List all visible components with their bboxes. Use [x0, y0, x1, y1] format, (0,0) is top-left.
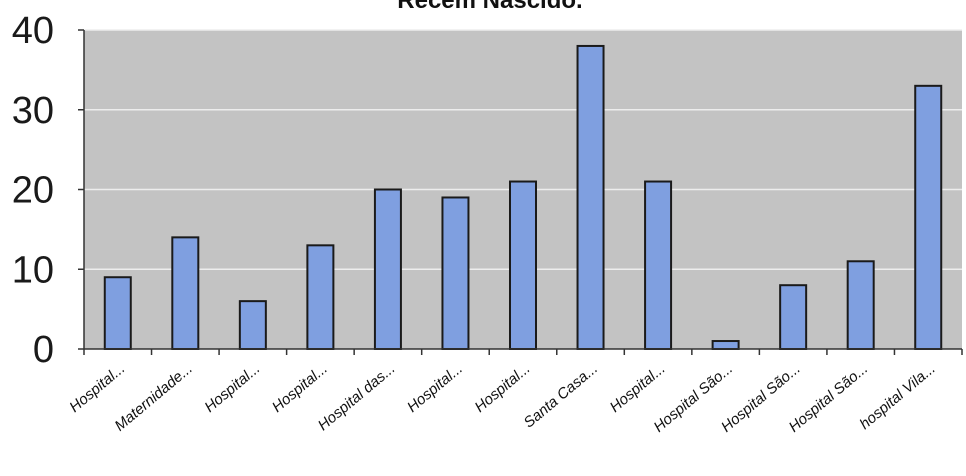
x-tick-label: Hospital...: [472, 360, 534, 416]
y-tick-label: 0: [33, 329, 54, 371]
y-tick-label: 30: [12, 90, 54, 132]
bar: [238, 300, 267, 350]
x-tick-label: Hospital...: [607, 360, 669, 416]
bar: [914, 84, 943, 350]
bar: [306, 244, 335, 350]
x-tick-label: Hospital...: [66, 360, 128, 416]
bar: [576, 44, 605, 350]
y-tick-label: 10: [12, 249, 54, 291]
chart-title: Recém Nascido.: [397, 0, 582, 14]
bar: [509, 180, 537, 350]
x-tick-label: Santa Casa...: [521, 360, 602, 431]
bar: [846, 260, 875, 350]
x-tick-label: Hospital...: [201, 360, 263, 416]
bar: [441, 196, 470, 350]
y-tick-label: 20: [12, 170, 54, 212]
bar: [779, 284, 808, 351]
x-axis-ticks: Hospital...Maternidade... Hospital... Hosp…: [66, 349, 963, 436]
y-axis-ticks: 0 10 20 30 40: [12, 10, 84, 371]
bar: [171, 236, 200, 351]
bars: [103, 44, 943, 351]
x-tick-label: Hospital...: [269, 360, 331, 416]
bar: [103, 276, 132, 351]
x-tick-label: Hospital...: [404, 360, 466, 416]
y-tick-label: 40: [12, 10, 54, 52]
bar: [644, 180, 673, 350]
bar: [711, 340, 740, 350]
bar: [373, 188, 402, 350]
